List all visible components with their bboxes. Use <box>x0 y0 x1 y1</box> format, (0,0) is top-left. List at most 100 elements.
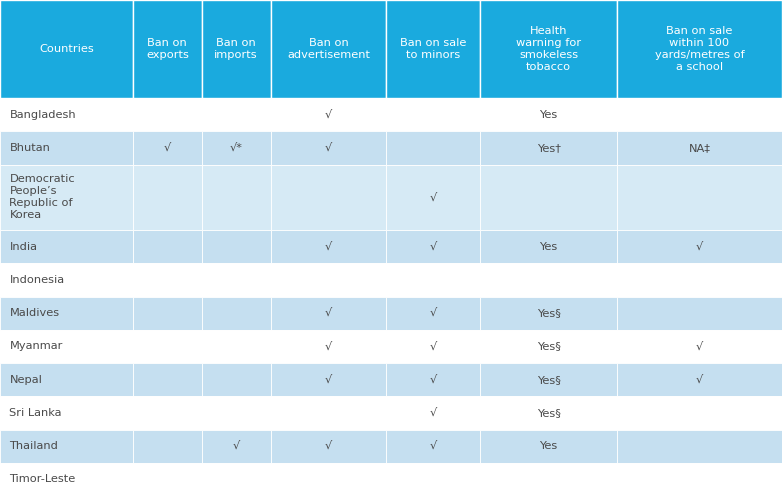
Bar <box>271 263 386 297</box>
Bar <box>617 430 782 463</box>
Text: Maldives: Maldives <box>9 308 59 318</box>
Bar <box>271 230 386 263</box>
Bar <box>480 230 617 263</box>
Bar <box>0 263 133 297</box>
Bar <box>386 430 480 463</box>
Bar <box>133 330 202 363</box>
Bar <box>0 230 133 263</box>
Bar <box>133 165 202 230</box>
Bar <box>480 396 617 430</box>
Bar <box>617 396 782 430</box>
Text: Yes: Yes <box>540 441 558 451</box>
Text: Bangladesh: Bangladesh <box>9 110 76 120</box>
Bar <box>617 98 782 131</box>
Text: √: √ <box>429 341 437 351</box>
Bar <box>617 330 782 363</box>
Text: √: √ <box>696 374 703 384</box>
Text: √: √ <box>429 242 437 251</box>
Bar <box>386 230 480 263</box>
Text: Yes: Yes <box>540 110 558 120</box>
Bar <box>271 430 386 463</box>
Bar <box>202 463 271 496</box>
Bar <box>480 430 617 463</box>
Bar <box>133 263 202 297</box>
Bar <box>480 463 617 496</box>
Bar <box>133 0 202 98</box>
Bar <box>480 0 617 98</box>
Text: Sri Lanka: Sri Lanka <box>9 408 62 418</box>
Bar <box>480 263 617 297</box>
Bar <box>202 165 271 230</box>
Bar <box>0 363 133 396</box>
Bar <box>202 396 271 430</box>
Bar <box>202 0 271 98</box>
Bar <box>202 131 271 165</box>
Bar <box>480 297 617 330</box>
Bar <box>0 430 133 463</box>
Text: √: √ <box>325 441 332 451</box>
Bar <box>271 330 386 363</box>
Bar <box>480 363 617 396</box>
Bar <box>133 230 202 263</box>
Text: √: √ <box>696 341 703 351</box>
Bar <box>617 363 782 396</box>
Bar <box>386 297 480 330</box>
Text: Democratic
People’s
Republic of
Korea: Democratic People’s Republic of Korea <box>9 174 75 220</box>
Bar <box>0 131 133 165</box>
Text: Nepal: Nepal <box>9 374 42 384</box>
Bar <box>133 363 202 396</box>
Bar <box>386 131 480 165</box>
Text: NA‡: NA‡ <box>688 143 711 153</box>
Text: √: √ <box>325 374 332 384</box>
Bar <box>0 396 133 430</box>
Bar <box>386 363 480 396</box>
Bar <box>617 463 782 496</box>
Bar <box>480 330 617 363</box>
Text: √: √ <box>325 308 332 318</box>
Bar <box>271 0 386 98</box>
Bar <box>202 263 271 297</box>
Text: Ban on
exports: Ban on exports <box>146 38 188 60</box>
Text: √: √ <box>696 242 703 251</box>
Text: Yes§: Yes§ <box>536 308 561 318</box>
Text: √: √ <box>429 374 437 384</box>
Bar <box>386 165 480 230</box>
Bar <box>386 0 480 98</box>
Bar <box>271 363 386 396</box>
Text: √: √ <box>325 242 332 251</box>
Bar <box>133 131 202 165</box>
Bar <box>202 330 271 363</box>
Bar <box>271 131 386 165</box>
Bar <box>133 297 202 330</box>
Bar <box>480 131 617 165</box>
Bar <box>480 165 617 230</box>
Bar <box>133 430 202 463</box>
Text: Yes†: Yes† <box>536 143 561 153</box>
Text: √: √ <box>232 441 240 451</box>
Bar <box>0 165 133 230</box>
Text: √: √ <box>325 341 332 351</box>
Bar <box>617 165 782 230</box>
Text: Timor-Leste: Timor-Leste <box>9 474 76 485</box>
Text: India: India <box>9 242 38 251</box>
Bar <box>480 98 617 131</box>
Bar <box>202 230 271 263</box>
Text: √: √ <box>429 408 437 418</box>
Text: Indonesia: Indonesia <box>9 275 64 285</box>
Bar <box>133 98 202 131</box>
Bar <box>271 463 386 496</box>
Text: √: √ <box>325 143 332 153</box>
Bar <box>271 98 386 131</box>
Text: Ban on sale
within 100
yards/metres of
a school: Ban on sale within 100 yards/metres of a… <box>655 26 744 72</box>
Bar <box>386 98 480 131</box>
Text: Yes§: Yes§ <box>536 374 561 384</box>
Text: Ban on
imports: Ban on imports <box>214 38 258 60</box>
Text: Health
warning for
smokeless
tobacco: Health warning for smokeless tobacco <box>516 26 581 72</box>
Bar <box>617 230 782 263</box>
Text: √*: √* <box>230 143 242 153</box>
Text: Ban on sale
to minors: Ban on sale to minors <box>400 38 466 60</box>
Bar <box>271 297 386 330</box>
Text: √: √ <box>429 308 437 318</box>
Text: Ban on
advertisement: Ban on advertisement <box>287 38 370 60</box>
Bar <box>617 263 782 297</box>
